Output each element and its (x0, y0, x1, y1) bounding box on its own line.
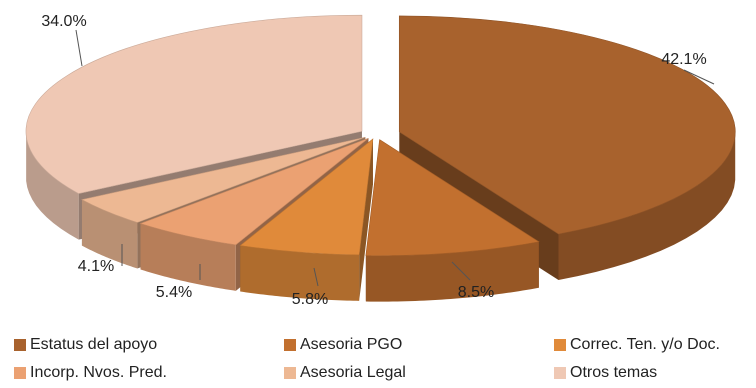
legend-item-asesoria-legal: Asesoria Legal (284, 362, 406, 384)
legend-swatch (554, 367, 566, 379)
legend: Estatus del apoyo Asesoria PGO Correc. T… (0, 330, 756, 388)
slice-side-estatus-del-apoyo (558, 133, 736, 281)
data-label-asesoria-legal: 4.1% (78, 258, 114, 275)
legend-item-otros-temas: Otros temas (554, 362, 657, 384)
leader-line-estatus-del-apoyo (683, 69, 715, 85)
slice-top-estatus-del-apoyo (398, 15, 736, 235)
pie-layer (25, 14, 736, 302)
slice-side-asesoria-pgo (365, 241, 539, 302)
legend-item-incorp-nvos: Incorp. Nvos. Pred. (14, 362, 167, 384)
slice-top-asesoria-pgo (365, 139, 540, 256)
data-label-correc-ten: 5.8% (292, 291, 328, 308)
data-labels: 42.1% 8.5% 5.8% 5.4% 4.1% 34.0% (41, 13, 706, 308)
legend-label: Otros temas (570, 364, 658, 381)
legend-item-asesoria-pgo: Asesoria PGO (284, 334, 402, 356)
slice-wall-asesoria-legal (81, 137, 366, 246)
data-label-estatus-del-apoyo: 42.1% (661, 51, 706, 68)
slice-correc-ten-y-o-doc (239, 138, 374, 301)
slice-side-incorp-nvos-pred (140, 223, 236, 291)
legend-item-correc-ten: Correc. Ten. y/o Doc. (554, 334, 720, 356)
slice-top-otros-temas (25, 14, 363, 194)
legend-label: Estatus del apoyo (30, 336, 158, 353)
leader-line-otros-temas (75, 29, 83, 67)
legend-label: Asesoria PGO (300, 336, 403, 353)
slice-asesoria-pgo (365, 139, 540, 302)
legend-swatch (284, 367, 296, 379)
slice-top-correc-ten-y-o-doc (239, 138, 374, 256)
legend-label: Incorp. Nvos. Pred. (30, 364, 167, 381)
legend-swatch (14, 339, 26, 351)
legend-swatch (14, 367, 26, 379)
legend-label: Correc. Ten. y/o Doc. (570, 336, 720, 353)
slice-side-asesoria-legal (81, 199, 138, 269)
data-label-otros-temas: 34.0% (41, 13, 86, 30)
data-label-asesoria-pgo: 8.5% (458, 284, 494, 301)
leader-line-correc-ten-y-o-doc (313, 267, 319, 287)
data-label-incorp-nvos: 5.4% (156, 284, 192, 301)
leader-line-asesoria-pgo (451, 261, 471, 281)
legend-item-estatus-del-apoyo: Estatus del apoyo (14, 334, 157, 356)
slice-side-otros-temas (26, 135, 79, 240)
slice-top-incorp-nvos-pred (139, 137, 369, 246)
slice-side-correc-ten-y-o-doc (240, 245, 360, 301)
legend-label: Asesoria Legal (300, 364, 406, 381)
leader-lines (75, 29, 715, 287)
legend-swatch (284, 339, 296, 351)
slice-top-asesoria-legal (81, 136, 366, 223)
legend-swatch (554, 339, 566, 351)
